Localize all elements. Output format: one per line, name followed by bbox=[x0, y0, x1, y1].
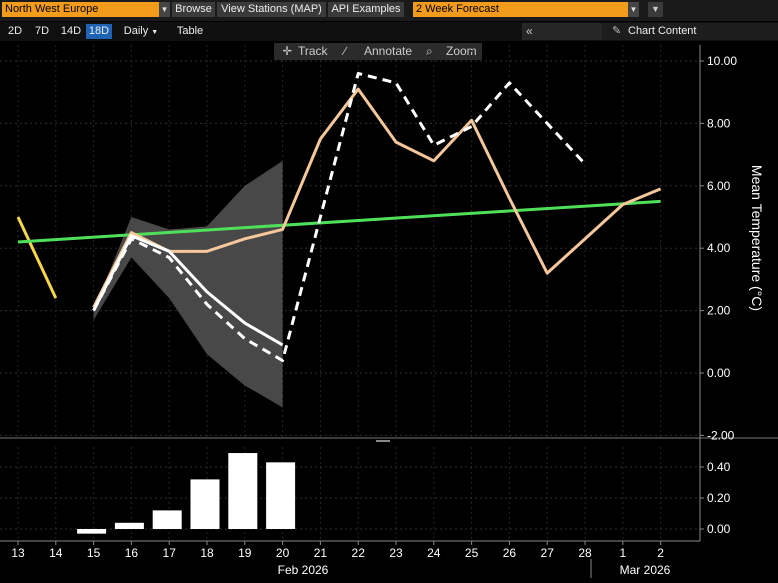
bar-ytick-label: 0.40 bbox=[707, 460, 731, 474]
bar-15 bbox=[77, 529, 107, 534]
series-line-2 bbox=[92, 87, 662, 309]
series-line-3 bbox=[92, 234, 284, 347]
frequency-label: Daily bbox=[123, 25, 149, 37]
bar-18 bbox=[190, 479, 220, 529]
x-tick-label: 17 bbox=[163, 546, 177, 560]
x-tick-label: 13 bbox=[11, 546, 25, 560]
x-tick-label: 23 bbox=[389, 546, 403, 560]
api-examples-button[interactable]: API Examples bbox=[328, 2, 404, 17]
main-ytick-label: 0.00 bbox=[707, 366, 731, 380]
x-tick-label: 15 bbox=[87, 546, 101, 560]
top-toolbar: North West Europe ▼ Browse View Stations… bbox=[0, 0, 778, 21]
ensemble-band bbox=[93, 160, 283, 408]
pencil-icon: ✎ bbox=[612, 25, 622, 37]
zoom-button[interactable]: Zoom bbox=[446, 44, 477, 58]
crosshair-icon[interactable]: ✛ bbox=[282, 44, 293, 58]
main-ytick-label: 10.00 bbox=[707, 54, 737, 68]
annotate-pencil-icon[interactable]: ∕ bbox=[344, 44, 347, 58]
bar-ytick-label: 0.20 bbox=[707, 491, 731, 505]
track-button[interactable]: Track bbox=[298, 44, 328, 58]
series-line-1 bbox=[17, 199, 661, 244]
pane-resize-handle[interactable] bbox=[376, 440, 390, 442]
view-stations-button[interactable]: View Stations (MAP) bbox=[217, 2, 326, 17]
collapse-panel-icon[interactable]: « bbox=[522, 23, 602, 40]
chevron-down-icon: ▼ bbox=[159, 2, 170, 17]
chart-content-button[interactable]: ✎ Chart Content bbox=[602, 23, 778, 40]
x-tick-label: 26 bbox=[503, 546, 517, 560]
period-14d-button[interactable]: 14D bbox=[60, 25, 82, 37]
x-tick-label: 27 bbox=[541, 546, 555, 560]
x-tick-label: 22 bbox=[352, 546, 366, 560]
frequency-select[interactable]: Daily ▼ bbox=[117, 24, 165, 39]
chart-content-label: Chart Content bbox=[628, 25, 697, 37]
forecast-select-label: 2 Week Forecast bbox=[416, 3, 499, 15]
bar-ytick-label: 0.00 bbox=[707, 522, 731, 536]
period-7d-button[interactable]: 7D bbox=[34, 25, 50, 37]
region-select-label: North West Europe bbox=[5, 3, 99, 15]
forecast-select[interactable]: 2 Week Forecast ▼ bbox=[413, 2, 639, 17]
funnel-icon[interactable]: ▼ bbox=[648, 2, 663, 17]
chart-tools: ✛ Track ∕ Annotate ⌕ Zoom bbox=[274, 43, 482, 60]
x-tick-label: 20 bbox=[276, 546, 290, 560]
bar-17 bbox=[152, 510, 182, 529]
series-line-4 bbox=[92, 71, 587, 363]
x-tick-label: 19 bbox=[238, 546, 252, 560]
month-label-mar: Mar 2026 bbox=[620, 563, 671, 577]
series-line-0 bbox=[16, 216, 58, 299]
x-tick-label: 14 bbox=[49, 546, 63, 560]
main-ytick-label: 2.00 bbox=[707, 304, 731, 318]
x-tick-label: 25 bbox=[465, 546, 479, 560]
region-select[interactable]: North West Europe ▼ bbox=[2, 2, 170, 17]
bar-16 bbox=[114, 522, 144, 529]
x-tick-label: 2 bbox=[657, 546, 664, 560]
browse-button[interactable]: Browse bbox=[172, 2, 215, 17]
month-label-feb: Feb 2026 bbox=[278, 563, 329, 577]
x-tick-label: 28 bbox=[578, 546, 592, 560]
main-ytick-label: 6.00 bbox=[707, 179, 731, 193]
x-tick-label: 24 bbox=[427, 546, 441, 560]
period-2d-button[interactable]: 2D bbox=[7, 25, 23, 37]
main-ytick-label: -2.00 bbox=[707, 428, 735, 442]
x-tick-label: 1 bbox=[619, 546, 626, 560]
x-tick-label: 16 bbox=[125, 546, 139, 560]
table-button[interactable]: Table bbox=[176, 25, 204, 37]
magnifier-icon[interactable]: ⌕ bbox=[426, 44, 433, 58]
period-18d-button[interactable]: 18D bbox=[86, 24, 112, 39]
x-tick-label: 18 bbox=[200, 546, 214, 560]
chevron-down-icon: ▼ bbox=[151, 29, 159, 36]
y-axis-title: Mean Temperature (°C) bbox=[749, 165, 765, 311]
chevron-down-icon: ▼ bbox=[628, 2, 639, 17]
main-ytick-label: 4.00 bbox=[707, 241, 731, 255]
x-tick-label: 21 bbox=[314, 546, 328, 560]
main-ytick-label: 8.00 bbox=[707, 116, 731, 130]
bar-20 bbox=[266, 462, 296, 529]
annotate-button[interactable]: Annotate bbox=[364, 44, 413, 58]
bar-19 bbox=[228, 453, 258, 529]
